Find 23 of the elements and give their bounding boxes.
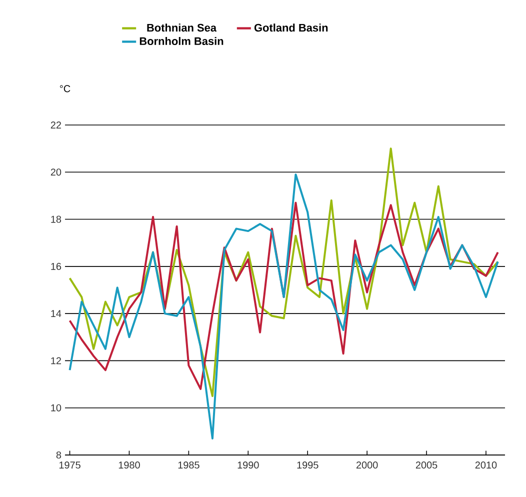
x-tick-label: 1975 <box>59 462 80 469</box>
y-tick-label: 22 <box>50 122 61 128</box>
y-tick-label: 12 <box>51 357 61 364</box>
x-tick-label: 2000 <box>356 462 378 469</box>
x-tick-label: 1995 <box>297 462 318 469</box>
legend-label: Gotland Basin <box>254 24 328 32</box>
y-axis-title: °C <box>60 85 70 92</box>
legend-label: Bornholm Basin <box>140 36 224 46</box>
legend-label: Bothnian Sea <box>147 24 217 32</box>
y-tick-label: 10 <box>51 404 62 412</box>
line-series <box>68 148 499 398</box>
y-tick-label: 20 <box>50 168 62 176</box>
y-tick-label: 18 <box>51 216 62 223</box>
x-tick-label: 1990 <box>238 462 259 469</box>
x-tick-label: 2010 <box>475 462 497 469</box>
y-tick-label: 16 <box>51 262 62 270</box>
y-tick-label: 14 <box>51 310 62 317</box>
y-tick-label: 8 <box>56 451 62 459</box>
x-tick-label: 1985 <box>178 462 200 469</box>
x-tick-label: 1980 <box>118 462 140 469</box>
line-series <box>68 202 499 390</box>
line-series <box>68 173 499 440</box>
x-tick-label: 2005 <box>416 462 438 469</box>
